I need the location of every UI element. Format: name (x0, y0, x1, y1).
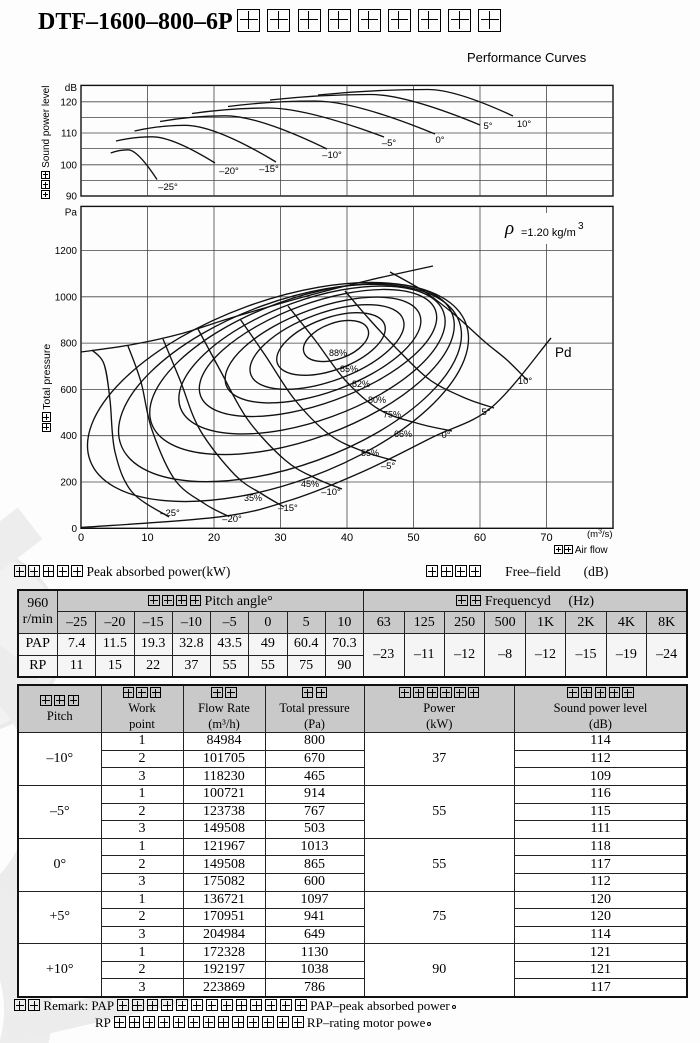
svg-text:55%: 55% (361, 448, 379, 458)
svg-text:Pa: Pa (65, 208, 78, 219)
svg-text:800: 800 (60, 339, 77, 350)
svg-text:70: 70 (540, 532, 552, 544)
svg-text:–10°: –10° (322, 150, 342, 161)
svg-text:90: 90 (66, 192, 78, 203)
svg-text:200: 200 (60, 478, 77, 489)
svg-text:40: 40 (341, 532, 353, 544)
svg-text:10: 10 (141, 532, 153, 544)
svg-text:(m3/s): (m3/s) (587, 529, 613, 541)
svg-text:120: 120 (60, 97, 77, 108)
svg-text:–15°: –15° (259, 164, 279, 175)
svg-text:80%: 80% (368, 395, 386, 405)
svg-text:0°: 0° (435, 135, 444, 146)
svg-text:60: 60 (474, 532, 486, 544)
svg-text:5°: 5° (481, 407, 490, 418)
svg-text:10°: 10° (518, 376, 533, 387)
svg-text:600: 600 (60, 385, 77, 396)
svg-text:ρ: ρ (504, 218, 514, 239)
svg-text:110: 110 (61, 129, 77, 140)
svg-text:0: 0 (71, 524, 77, 535)
svg-text:88%: 88% (329, 348, 347, 358)
svg-text:82%: 82% (352, 379, 370, 389)
svg-text:20: 20 (208, 532, 220, 544)
svg-text:–20°: –20° (219, 166, 239, 177)
svg-text:–5°: –5° (382, 138, 397, 149)
svg-text:100: 100 (60, 160, 77, 171)
svg-text:–10°: –10° (321, 487, 341, 498)
svg-text:85%: 85% (340, 364, 358, 374)
svg-text:0: 0 (78, 532, 84, 544)
svg-text:5°: 5° (483, 121, 492, 132)
svg-text:1000: 1000 (55, 292, 78, 303)
svg-text:3: 3 (578, 221, 584, 232)
svg-text:0°: 0° (441, 430, 450, 441)
svg-text:66%: 66% (394, 429, 412, 439)
svg-text:dB: dB (65, 83, 78, 94)
svg-text:35%: 35% (244, 493, 262, 503)
svg-text:–25°: –25° (158, 182, 178, 193)
svg-text:1200: 1200 (55, 246, 78, 257)
svg-text:–15°: –15° (278, 503, 298, 514)
svg-text:45%: 45% (301, 479, 319, 489)
svg-text:75%: 75% (383, 410, 401, 420)
svg-text:=1.20 kg/m: =1.20 kg/m (521, 227, 576, 239)
svg-text:30: 30 (274, 532, 286, 544)
svg-text:–20°: –20° (222, 514, 242, 525)
svg-text:–5°: –5° (381, 461, 396, 472)
svg-text:50: 50 (407, 532, 419, 544)
svg-text:400: 400 (60, 431, 77, 442)
svg-text:Pd: Pd (555, 345, 572, 360)
svg-text:10°: 10° (517, 119, 532, 130)
svg-text:–25°: –25° (160, 508, 180, 519)
